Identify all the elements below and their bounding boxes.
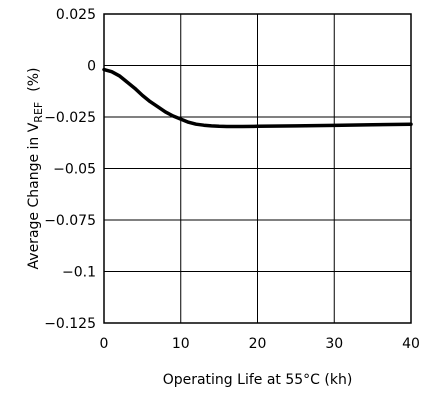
y-axis-label-unit: (%) [26, 68, 42, 92]
grid [103, 13, 412, 324]
y-tick-label: −0.125 [44, 316, 96, 332]
x-tick-label: 10 [172, 336, 190, 352]
y-tick-label: 0 [87, 59, 96, 75]
y-axis-label-subscript: REF [32, 102, 45, 123]
y-tick-label: 0.025 [56, 7, 96, 23]
plot-frame [103, 13, 412, 324]
x-tick-labels: 0 10 20 30 40 [100, 336, 420, 352]
y-tick-label: −0.05 [53, 162, 96, 178]
x-axis-label: Operating Life at 55°C (kh) [163, 372, 353, 388]
y-axis-label-main: Average Change in V [26, 122, 42, 269]
x-tick-label: 30 [325, 336, 343, 352]
y-tick-label: −0.025 [44, 110, 96, 126]
y-tick-labels: 0.025 0 −0.025 −0.05 −0.075 −0.1 −0.125 [44, 7, 96, 332]
series-line-0 [102, 67, 413, 129]
y-tick-label: −0.1 [62, 265, 96, 281]
series-layer [102, 67, 413, 129]
y-tick-label: −0.075 [44, 213, 96, 229]
x-tick-label: 40 [402, 336, 420, 352]
x-tick-label: 20 [249, 336, 267, 352]
y-axis-label: Average Change in VREF (%) [26, 68, 45, 270]
x-tick-label: 0 [100, 336, 109, 352]
